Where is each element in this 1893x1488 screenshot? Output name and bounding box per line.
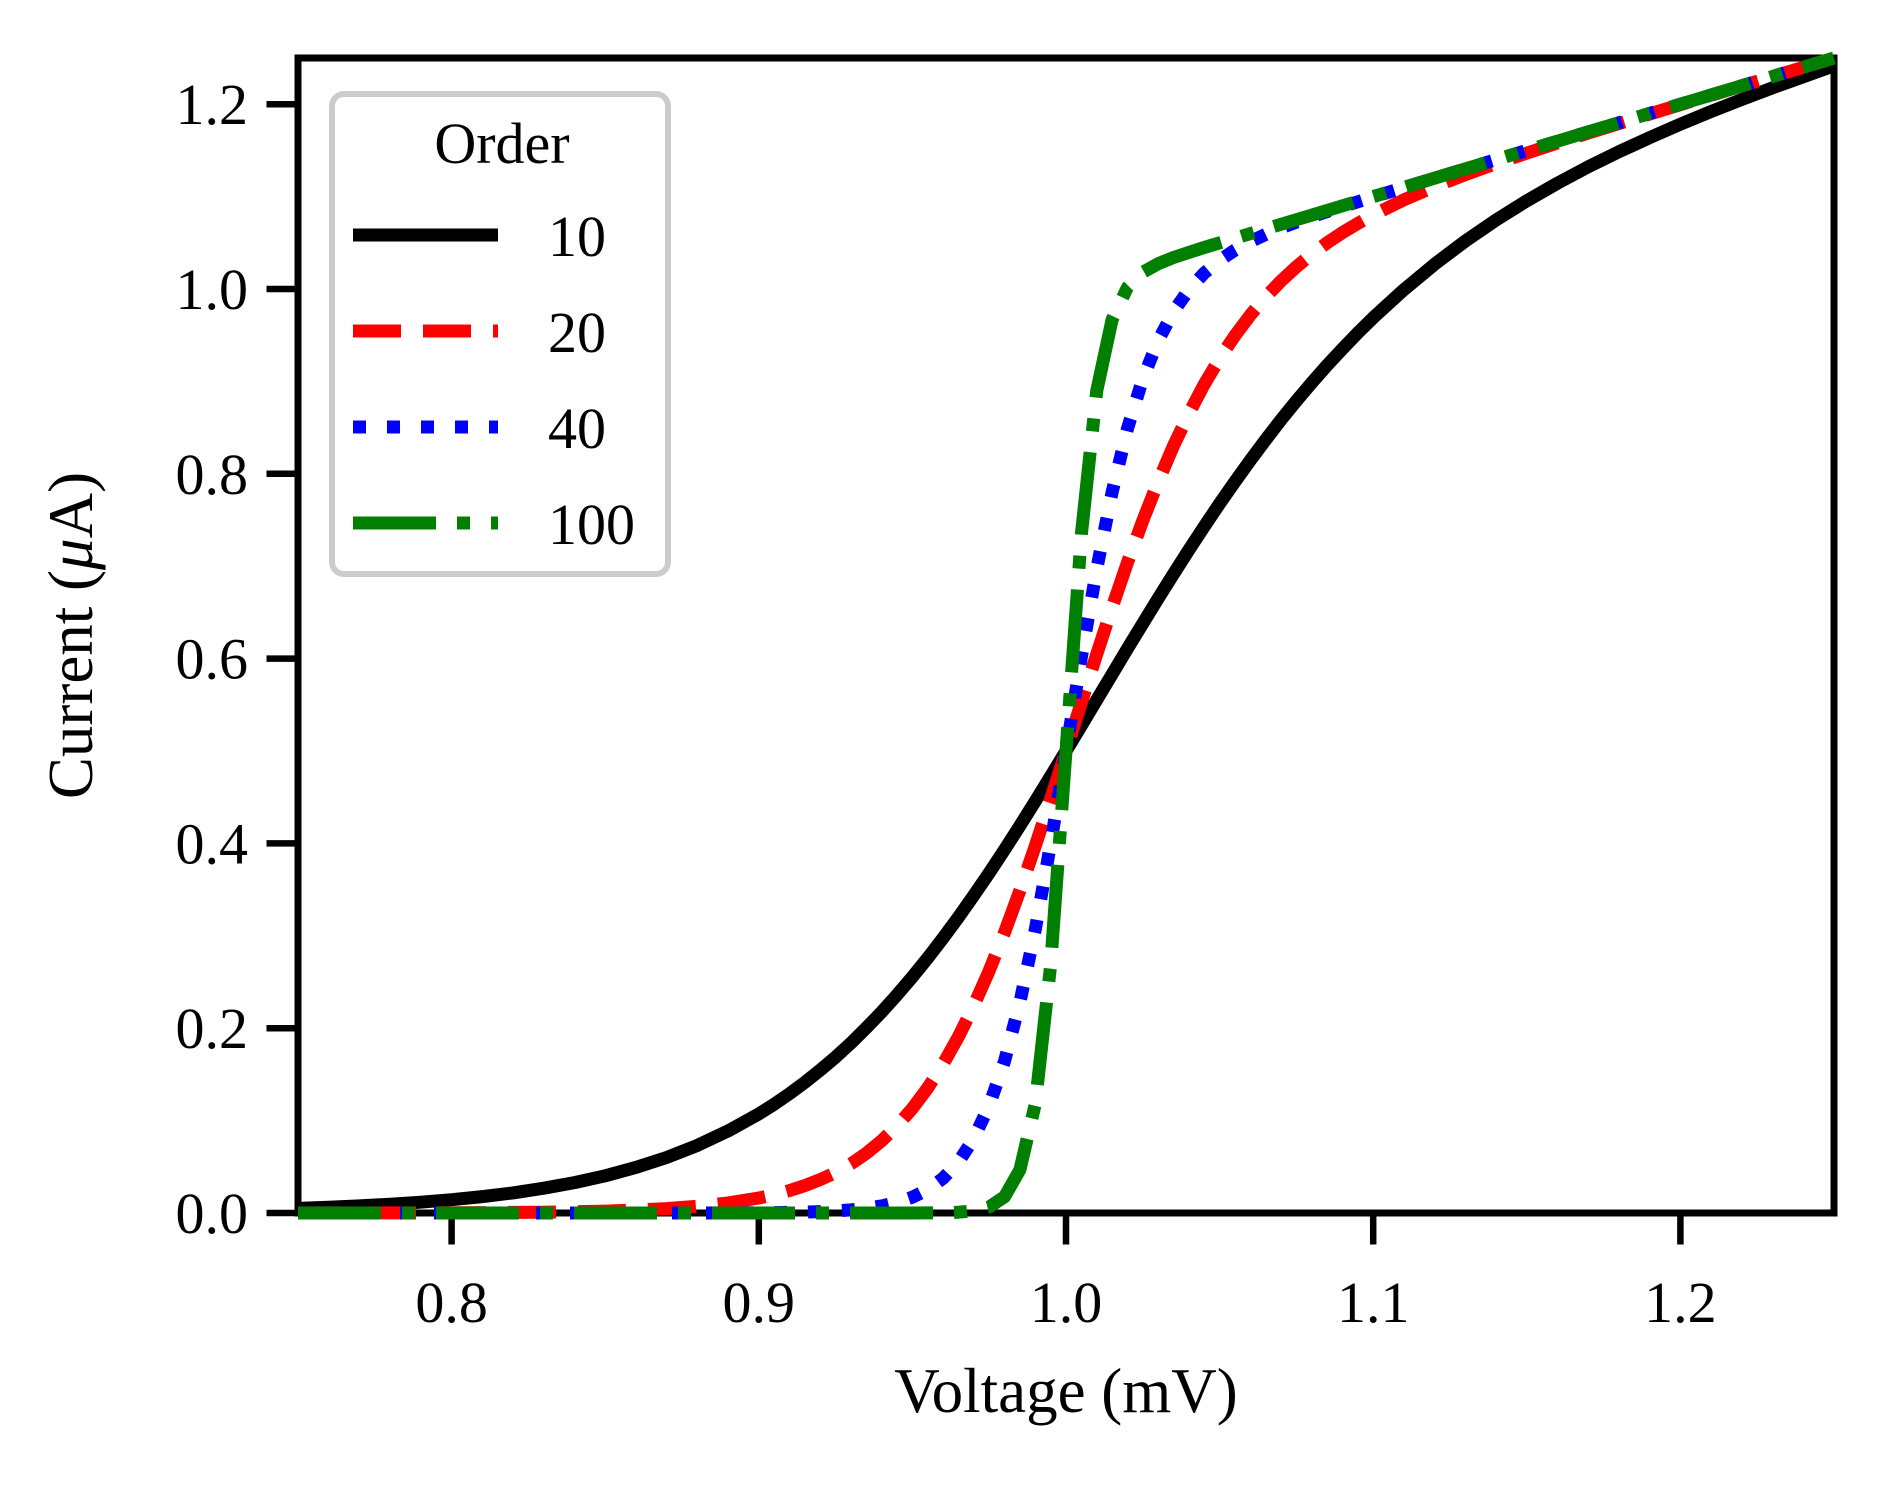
x-axis-tick-label: 1.0: [1030, 1270, 1103, 1335]
legend-label-20: 20: [548, 300, 606, 365]
y-axis-tick-label: 0.4: [176, 811, 249, 876]
legend-title: Order: [434, 111, 569, 176]
x-axis-label: Voltage (mV): [894, 1356, 1238, 1426]
y-axis-tick-label: 0.6: [176, 627, 249, 692]
x-axis-tick-label: 1.1: [1337, 1270, 1410, 1335]
curves: [297, 51, 1837, 1220]
y-axis-label: Current (μA): [36, 472, 106, 799]
curve-order-100: [298, 51, 1836, 1220]
x-axis-tick-label: 0.8: [415, 1270, 488, 1335]
y-axis-tick-label: 0.0: [176, 1181, 249, 1246]
y-axis-tick-label: 1.2: [176, 72, 249, 137]
legend-label-100: 100: [548, 492, 635, 557]
legend: Order 10 20 40 100: [329, 91, 671, 577]
y-axis-tick-label: 1.0: [176, 257, 249, 322]
x-axis-tick-label: 0.9: [723, 1270, 796, 1335]
y-axis-tick-label: 0.8: [176, 442, 249, 507]
x-axis-tick-label: 1.2: [1644, 1270, 1717, 1335]
y-axis-tick-label: 0.2: [176, 996, 249, 1061]
legend-label-10: 10: [548, 204, 606, 269]
legend-frame: [329, 91, 671, 577]
legend-label-40: 40: [548, 396, 606, 461]
